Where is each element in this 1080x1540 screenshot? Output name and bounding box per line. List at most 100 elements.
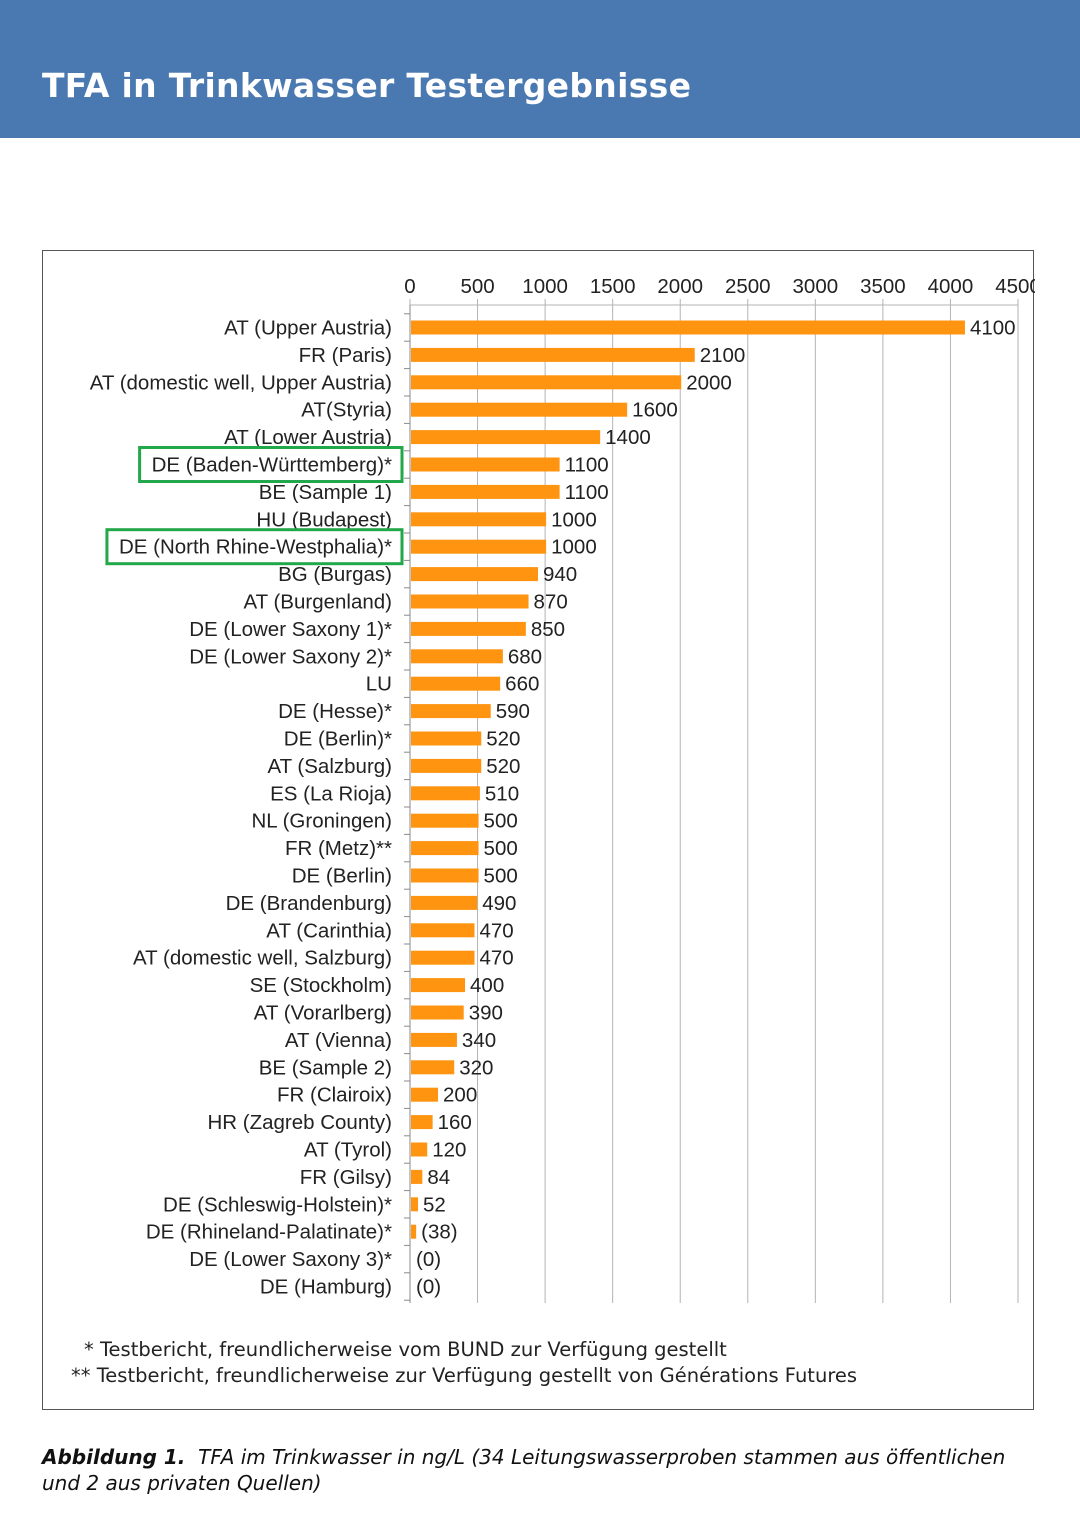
bar-chart: 0 500 1000 1500 2000 2500 3000 3500 4000 4500 AT (… [90,275,1035,1303]
data-label: 850 [531,618,565,641]
category-label: DE (Hamburg) [260,1276,392,1299]
bar [411,758,482,773]
data-label: 1000 [551,536,597,559]
data-label: 500 [484,810,518,833]
bar [411,841,479,856]
data-label: 660 [505,673,539,696]
data-label: 160 [438,1111,472,1134]
chart-frame: 0 500 1000 1500 2000 2500 3000 3500 4000 4500 AT (… [42,250,1035,1410]
bar [411,950,475,965]
bar [411,786,480,801]
figure-caption: Abbildung 1. TFA im Trinkwasser in ng/L … [42,1444,1042,1496]
bar [411,347,695,362]
bar [411,484,560,499]
bar [411,704,491,719]
bar [411,621,526,636]
category-label: HR (Zagreb County) [207,1111,392,1134]
data-label: 1100 [565,454,609,477]
bar [411,1115,433,1130]
data-label: 120 [432,1139,466,1162]
category-label: ES (La Rioja) [270,782,392,805]
category-label: AT (domestic well, Upper Austria) [90,371,392,394]
bar [411,320,965,335]
data-label: 2100 [700,344,746,367]
data-label: 340 [462,1029,496,1052]
data-label: (0) [416,1248,441,1271]
category-label: LU [366,673,392,696]
category-label: FR (Paris) [299,344,392,367]
bar [411,402,628,417]
category-label: BE (Sample 1) [259,481,392,504]
page-title: TFA in Trinkwasser Testergebnisse [42,66,692,105]
data-label: 4100 [970,317,1016,340]
x-tick-label: 4000 [928,275,974,298]
data-label: (38) [421,1221,457,1244]
bar [411,539,547,554]
bar [411,512,547,527]
footnote-marker: * [84,1338,94,1361]
category-label: DE (Hesse)* [278,700,392,723]
bar [411,457,560,472]
footnote-2: ** Testbericht, freundlicherweise zur Ve… [71,1364,857,1387]
data-label: 470 [480,947,514,970]
category-label: NL (Groningen) [251,810,392,833]
data-label: 1100 [565,481,609,504]
data-label: 590 [496,700,530,723]
data-label: (0) [416,1276,441,1299]
bar [411,430,601,445]
category-label: AT (Burgenland) [243,591,392,614]
bar [411,676,501,691]
x-tick-label: 3000 [793,275,839,298]
footnote-marker: ** [71,1364,91,1387]
category-label: AT (Upper Austria) [224,317,392,340]
category-label: DE (Berlin)* [284,728,392,751]
x-tick-label: 500 [460,275,494,298]
highlight-box [138,446,404,483]
category-label: FR (Metz)** [285,837,392,860]
category-label: AT (domestic well, Salzburg) [133,947,392,970]
bar [411,895,478,910]
data-label: 52 [423,1193,446,1216]
bar [411,1142,428,1157]
category-label: AT (Tyrol) [304,1139,392,1162]
category-label: FR (Clairoix) [277,1084,392,1107]
category-label: DE (Lower Saxony 1)* [189,618,392,641]
bar [411,649,503,664]
data-label: 390 [469,1002,503,1025]
x-tick-label: 3500 [860,275,906,298]
data-label: 2000 [686,371,732,394]
data-label: 680 [508,645,542,668]
category-label: DE (Brandenburg) [226,892,392,915]
data-label: 84 [427,1166,450,1189]
category-label: AT (Vorarlberg) [254,1002,392,1025]
category-label: SE (Stockholm) [250,974,392,997]
x-tick-label: 2000 [657,275,703,298]
data-label: 940 [543,563,577,586]
bar [411,1060,455,1075]
bar [411,1169,423,1184]
category-label: AT (Carinthia) [266,919,392,942]
data-label: 520 [486,728,520,751]
data-label: 870 [534,591,568,614]
data-label: 200 [443,1084,477,1107]
bar [411,868,479,883]
caption-label: Abbildung 1. [42,1445,186,1469]
x-tick-label: 1500 [590,275,636,298]
footnote-1: * Testbericht, freundlicherweise vom BUN… [84,1338,727,1361]
data-label: 470 [480,919,514,942]
data-label: 320 [459,1056,493,1079]
category-label: BE (Sample 2) [259,1056,392,1079]
category-label: AT (Salzburg) [267,755,392,778]
bar [411,1224,417,1239]
data-label: 490 [482,892,516,915]
category-label: AT (Lower Austria) [224,426,392,449]
x-tick-label: 0 [404,275,415,298]
data-label: 500 [484,837,518,860]
category-label: AT (Vienna) [285,1029,392,1052]
bar [411,567,539,582]
bar [411,375,682,390]
data-label: 510 [485,782,519,805]
x-tick-label: 4500 [995,275,1035,298]
bar [411,923,475,938]
category-label: DE (Schleswig-Holstein)* [163,1193,392,1216]
